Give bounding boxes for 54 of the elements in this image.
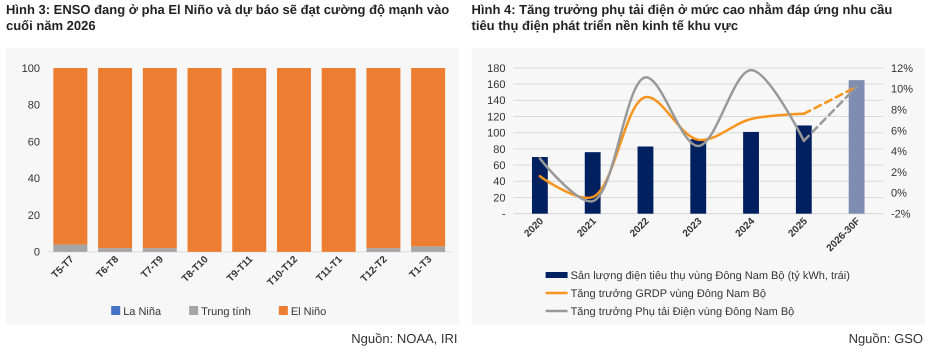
- y2-tick-label: 6%: [891, 125, 908, 138]
- y2-tick-label: 2%: [891, 166, 908, 179]
- legend-label: Trung tính: [201, 306, 251, 318]
- bar: [366, 68, 400, 248]
- y-tick-label: 40: [28, 173, 40, 186]
- bar: [638, 146, 654, 214]
- legend-label: La Niña: [123, 306, 162, 318]
- bar: [142, 248, 177, 252]
- bar: [532, 157, 548, 214]
- y-tick-label: 160: [487, 79, 506, 92]
- y2-tick-label: 8%: [891, 104, 908, 116]
- legend-label: El Niño: [290, 306, 326, 318]
- y2-tick-label: 12%: [891, 62, 914, 75]
- bar: [848, 80, 865, 214]
- bar: [743, 132, 759, 214]
- bar: [411, 246, 446, 252]
- y-tick-label: 60: [28, 136, 40, 148]
- bar: [188, 68, 222, 252]
- bar: [690, 139, 706, 214]
- text: Nguồn: GSO: [848, 331, 923, 346]
- bar: [411, 68, 446, 246]
- y-tick-label: 100: [22, 62, 40, 75]
- y-tick-label: 40: [493, 176, 506, 188]
- y-tick-label: 20: [28, 210, 40, 222]
- y2-tick-label: -2%: [891, 208, 911, 221]
- chart-title: Hình 4: Tăng trưởng phụ tải điện ở mức cao nhằm đáp ứng nhu cầu tiêu thụ điện phát triển nền kinh tế khu vực: [472, 2, 892, 33]
- legend-label: Tăng trưởng GRDP vùng Đông Nam Bộ: [570, 288, 766, 300]
- bar: [796, 125, 812, 214]
- bar: [98, 248, 132, 252]
- y-tick-label: 100: [487, 128, 506, 140]
- y-tick-label: 180: [487, 62, 506, 75]
- bar: [98, 68, 132, 248]
- bar: [53, 68, 88, 244]
- y2-tick-label: 10%: [891, 84, 914, 96]
- bar: [53, 244, 88, 252]
- legend-label: Tăng trưởng Phụ tải Điện vùng Đông Nam Bộ: [570, 306, 794, 318]
- y-tick-label: 80: [493, 144, 506, 156]
- y-tick-label: 0: [34, 246, 40, 259]
- y-tick-label: 80: [28, 100, 40, 112]
- y-tick-label: 60: [493, 160, 506, 172]
- y-tick-label: 20: [493, 192, 506, 204]
- y-tick-label: -: [502, 208, 506, 221]
- y-tick-label: 120: [487, 111, 506, 124]
- text: Nguồn: NOAA, IRI: [351, 331, 458, 346]
- bar: [232, 68, 266, 252]
- bar: [142, 68, 177, 248]
- bar: [276, 68, 311, 252]
- legend-label: Sản lượng điện tiêu thụ vùng Đông Nam Bộ (tỷ kWh, trái): [570, 270, 850, 282]
- chart-title: Hình 3: ENSO đang ở pha El Niño và dự báo sẽ đạt cường độ mạnh vào cuối năm 2026: [6, 2, 450, 33]
- bar: [322, 68, 356, 252]
- y-tick-label: 140: [487, 95, 506, 108]
- bar: [366, 248, 400, 252]
- y2-tick-label: 4%: [891, 146, 908, 158]
- y2-tick-label: 0%: [891, 188, 908, 200]
